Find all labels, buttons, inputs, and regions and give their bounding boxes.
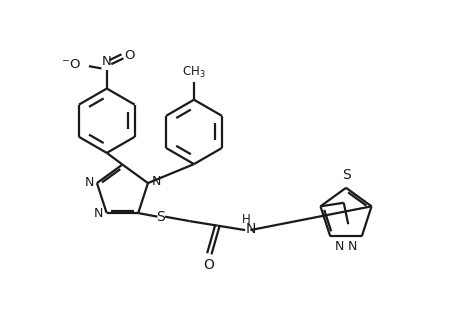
Text: N: N	[334, 240, 344, 253]
Text: S: S	[342, 168, 350, 182]
Text: N: N	[102, 55, 112, 69]
Text: $^{-}$O: $^{-}$O	[61, 58, 81, 71]
Text: N: N	[347, 240, 357, 253]
Text: O: O	[202, 258, 213, 272]
Text: H: H	[241, 213, 250, 226]
Text: S: S	[156, 210, 164, 224]
Text: N: N	[84, 176, 94, 189]
Text: N: N	[151, 175, 161, 188]
Text: CH$_3$: CH$_3$	[182, 64, 206, 80]
Text: N: N	[94, 208, 103, 220]
Text: O: O	[124, 49, 134, 62]
Text: N: N	[245, 222, 256, 236]
